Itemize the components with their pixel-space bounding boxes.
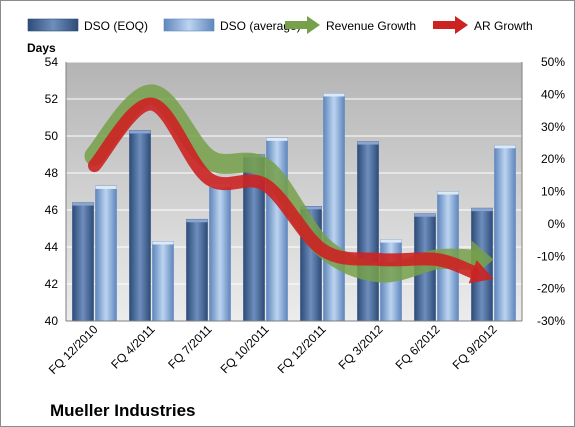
bar-dso-eoq-top [300,206,322,210]
bar-dso-average-top [152,241,174,245]
bar-dso-eoq-top [72,202,94,206]
bar-dso-average [323,93,345,322]
chart-title: Mueller Industries [50,401,195,420]
legend: DSO (EOQ) DSO (average) Revenue Growth A… [27,16,533,34]
bar-dso-average-top [266,137,288,141]
bar-dso-eoq [129,130,151,322]
y-tick-label: 54 [45,55,59,69]
y-tick-label: 52 [45,92,59,106]
bar-dso-eoq-top [186,219,208,223]
y2-tick-label: 40% [541,87,565,101]
y-tick-label: 50 [45,129,59,143]
axes [65,62,523,322]
legend-item-dso-average: DSO (average) [163,18,301,33]
bar-dso-average [209,183,231,322]
y2-tick-label: -20% [537,282,565,296]
y2-tick-label: 0% [548,217,566,231]
y-axis-title: Days [27,41,56,55]
bar-dso-eoq-top [414,213,436,217]
y2-tick-label: -30% [537,314,565,328]
bar-dso-eoq [72,202,94,322]
growth-lines [84,84,494,284]
bar-dso-average-top [323,93,345,97]
y2-tick-label: -10% [537,249,565,263]
y-tick-label: 44 [45,240,59,254]
bar-dso-average [95,185,117,322]
legend-arrow-revenue-growth [285,16,320,34]
bars [72,93,516,322]
legend-label-revenue-growth: Revenue Growth [326,19,416,33]
bar-dso-average-top [95,185,117,189]
legend-label-dso-average: DSO (average) [220,19,301,33]
bar-dso-average [494,144,516,322]
legend-item-dso-eoq: DSO (EOQ) [27,18,148,33]
y-tick-label: 42 [45,277,59,291]
y-tick-label: 40 [45,314,59,328]
legend-label-dso-eoq: DSO (EOQ) [84,19,148,33]
y2-tick-label: 30% [541,120,565,134]
y-axis-ticks: 40 42 44 46 48 50 52 54 [45,55,59,328]
ar-growth-arrowhead [468,260,494,284]
legend-arrow-ar-growth [433,16,468,34]
bar-dso-eoq-top [357,141,379,145]
bar-dso-average [152,241,174,322]
y2-tick-label: 10% [541,185,565,199]
y2-tick-label: 20% [541,152,565,166]
y2-tick-label: 50% [541,55,565,69]
legend-item-revenue-growth: Revenue Growth [285,16,416,34]
bar-dso-eoq [357,141,379,322]
legend-label-ar-growth: AR Growth [474,19,533,33]
legend-item-ar-growth: AR Growth [433,16,533,34]
bar-dso-eoq-top [471,208,493,212]
bar-dso-average-top [380,239,402,243]
bar-dso-eoq-top [129,130,151,134]
ar-growth-line [88,97,480,279]
bar-dso-average-top [437,191,459,195]
bar-dso-eoq [186,218,208,322]
y-tick-label: 48 [45,166,59,180]
y-tick-label: 46 [45,203,59,217]
y2-axis-ticks: -30% -20% -10% 0% 10% 20% 30% 40% 50% [537,55,565,328]
bar-dso-average-top [494,145,516,149]
legend-swatch-dso-eoq [27,18,79,32]
legend-swatch-dso-average [163,18,215,32]
